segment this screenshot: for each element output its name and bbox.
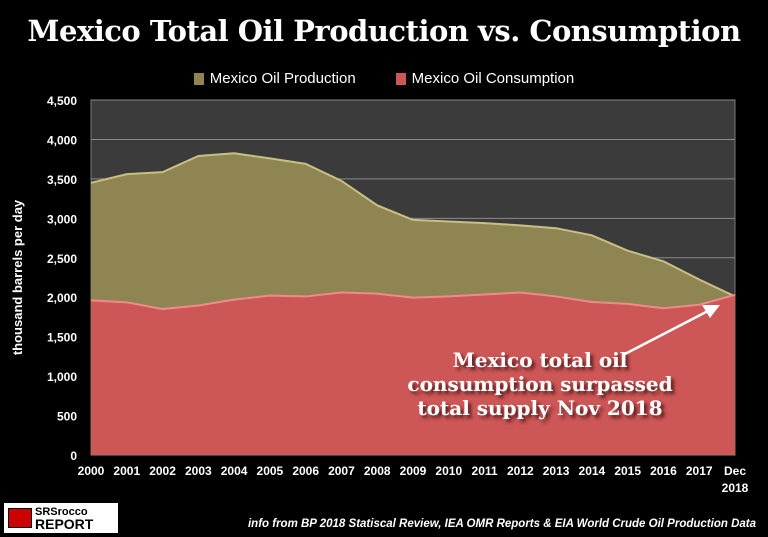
x-tick-label: 2001 (113, 464, 140, 478)
x-tick-label: 2000 (78, 464, 105, 478)
x-tick-label: 2018 (722, 481, 749, 495)
legend-swatch-production (193, 72, 204, 85)
area-consumption (91, 292, 735, 455)
x-tick-label: 2006 (292, 464, 319, 478)
x-tick-label: 2015 (614, 464, 641, 478)
annotation-text: consumption surpassed (407, 372, 672, 396)
y-tick-label: 0 (70, 449, 77, 463)
logo-badge (8, 508, 32, 528)
y-tick-label: 3,000 (47, 212, 77, 226)
annotation-text: Mexico total oil (453, 348, 628, 372)
x-tick-label: 2011 (472, 464, 498, 478)
chart-title: Mexico Total Oil Production vs. Consumpt… (27, 14, 741, 48)
x-tick-label: 2003 (185, 464, 212, 478)
x-tick-label: 2012 (507, 464, 534, 478)
annotation-text: total supply Nov 2018 (417, 396, 662, 420)
x-tick-label: 2005 (257, 464, 284, 478)
y-tick-label: 1,500 (47, 331, 77, 345)
y-axis-label: thousand barrels per day (10, 199, 25, 355)
x-tick-label: 2002 (149, 464, 176, 478)
x-tick-label: 2008 (364, 464, 391, 478)
x-tick-label: Dec (724, 464, 746, 478)
x-tick-label: 2016 (650, 464, 677, 478)
y-tick-label: 4,000 (47, 133, 77, 147)
arrow-head-icon (702, 305, 720, 318)
y-tick-label: 3,500 (47, 173, 77, 187)
legend-label-production: Mexico Oil Production (209, 70, 356, 87)
x-tick-label: 2010 (435, 464, 462, 478)
x-tick-label: 2009 (400, 464, 427, 478)
legend-item-production: Mexico Oil Production (193, 70, 356, 87)
srsrocco-logo: SRSrocco REPORT (4, 503, 118, 533)
y-tick-label: 2,000 (47, 291, 77, 305)
x-tick-label: 2004 (221, 464, 248, 478)
y-tick-label: 2,500 (47, 252, 77, 266)
logo-line1: SRSrocco (35, 506, 88, 518)
y-tick-label: 500 (57, 410, 77, 424)
x-tick-label: 2013 (543, 464, 570, 478)
legend-item-consumption: Mexico Oil Consumption (395, 70, 575, 87)
y-tick-label: 4,500 (47, 94, 77, 108)
legend: Mexico Oil Production Mexico Oil Consump… (0, 70, 768, 87)
x-tick-label: 2017 (686, 464, 713, 478)
x-tick-label: 2014 (579, 464, 606, 478)
x-tick-label: 2007 (328, 464, 355, 478)
source-note: info from BP 2018 Statiscal Review, IEA … (247, 518, 756, 530)
legend-swatch-consumption (395, 72, 406, 85)
logo-line2: REPORT (35, 516, 94, 532)
legend-label-consumption: Mexico Oil Consumption (411, 70, 575, 87)
y-tick-label: 1,000 (47, 370, 77, 384)
annotation-arrow (622, 309, 709, 357)
